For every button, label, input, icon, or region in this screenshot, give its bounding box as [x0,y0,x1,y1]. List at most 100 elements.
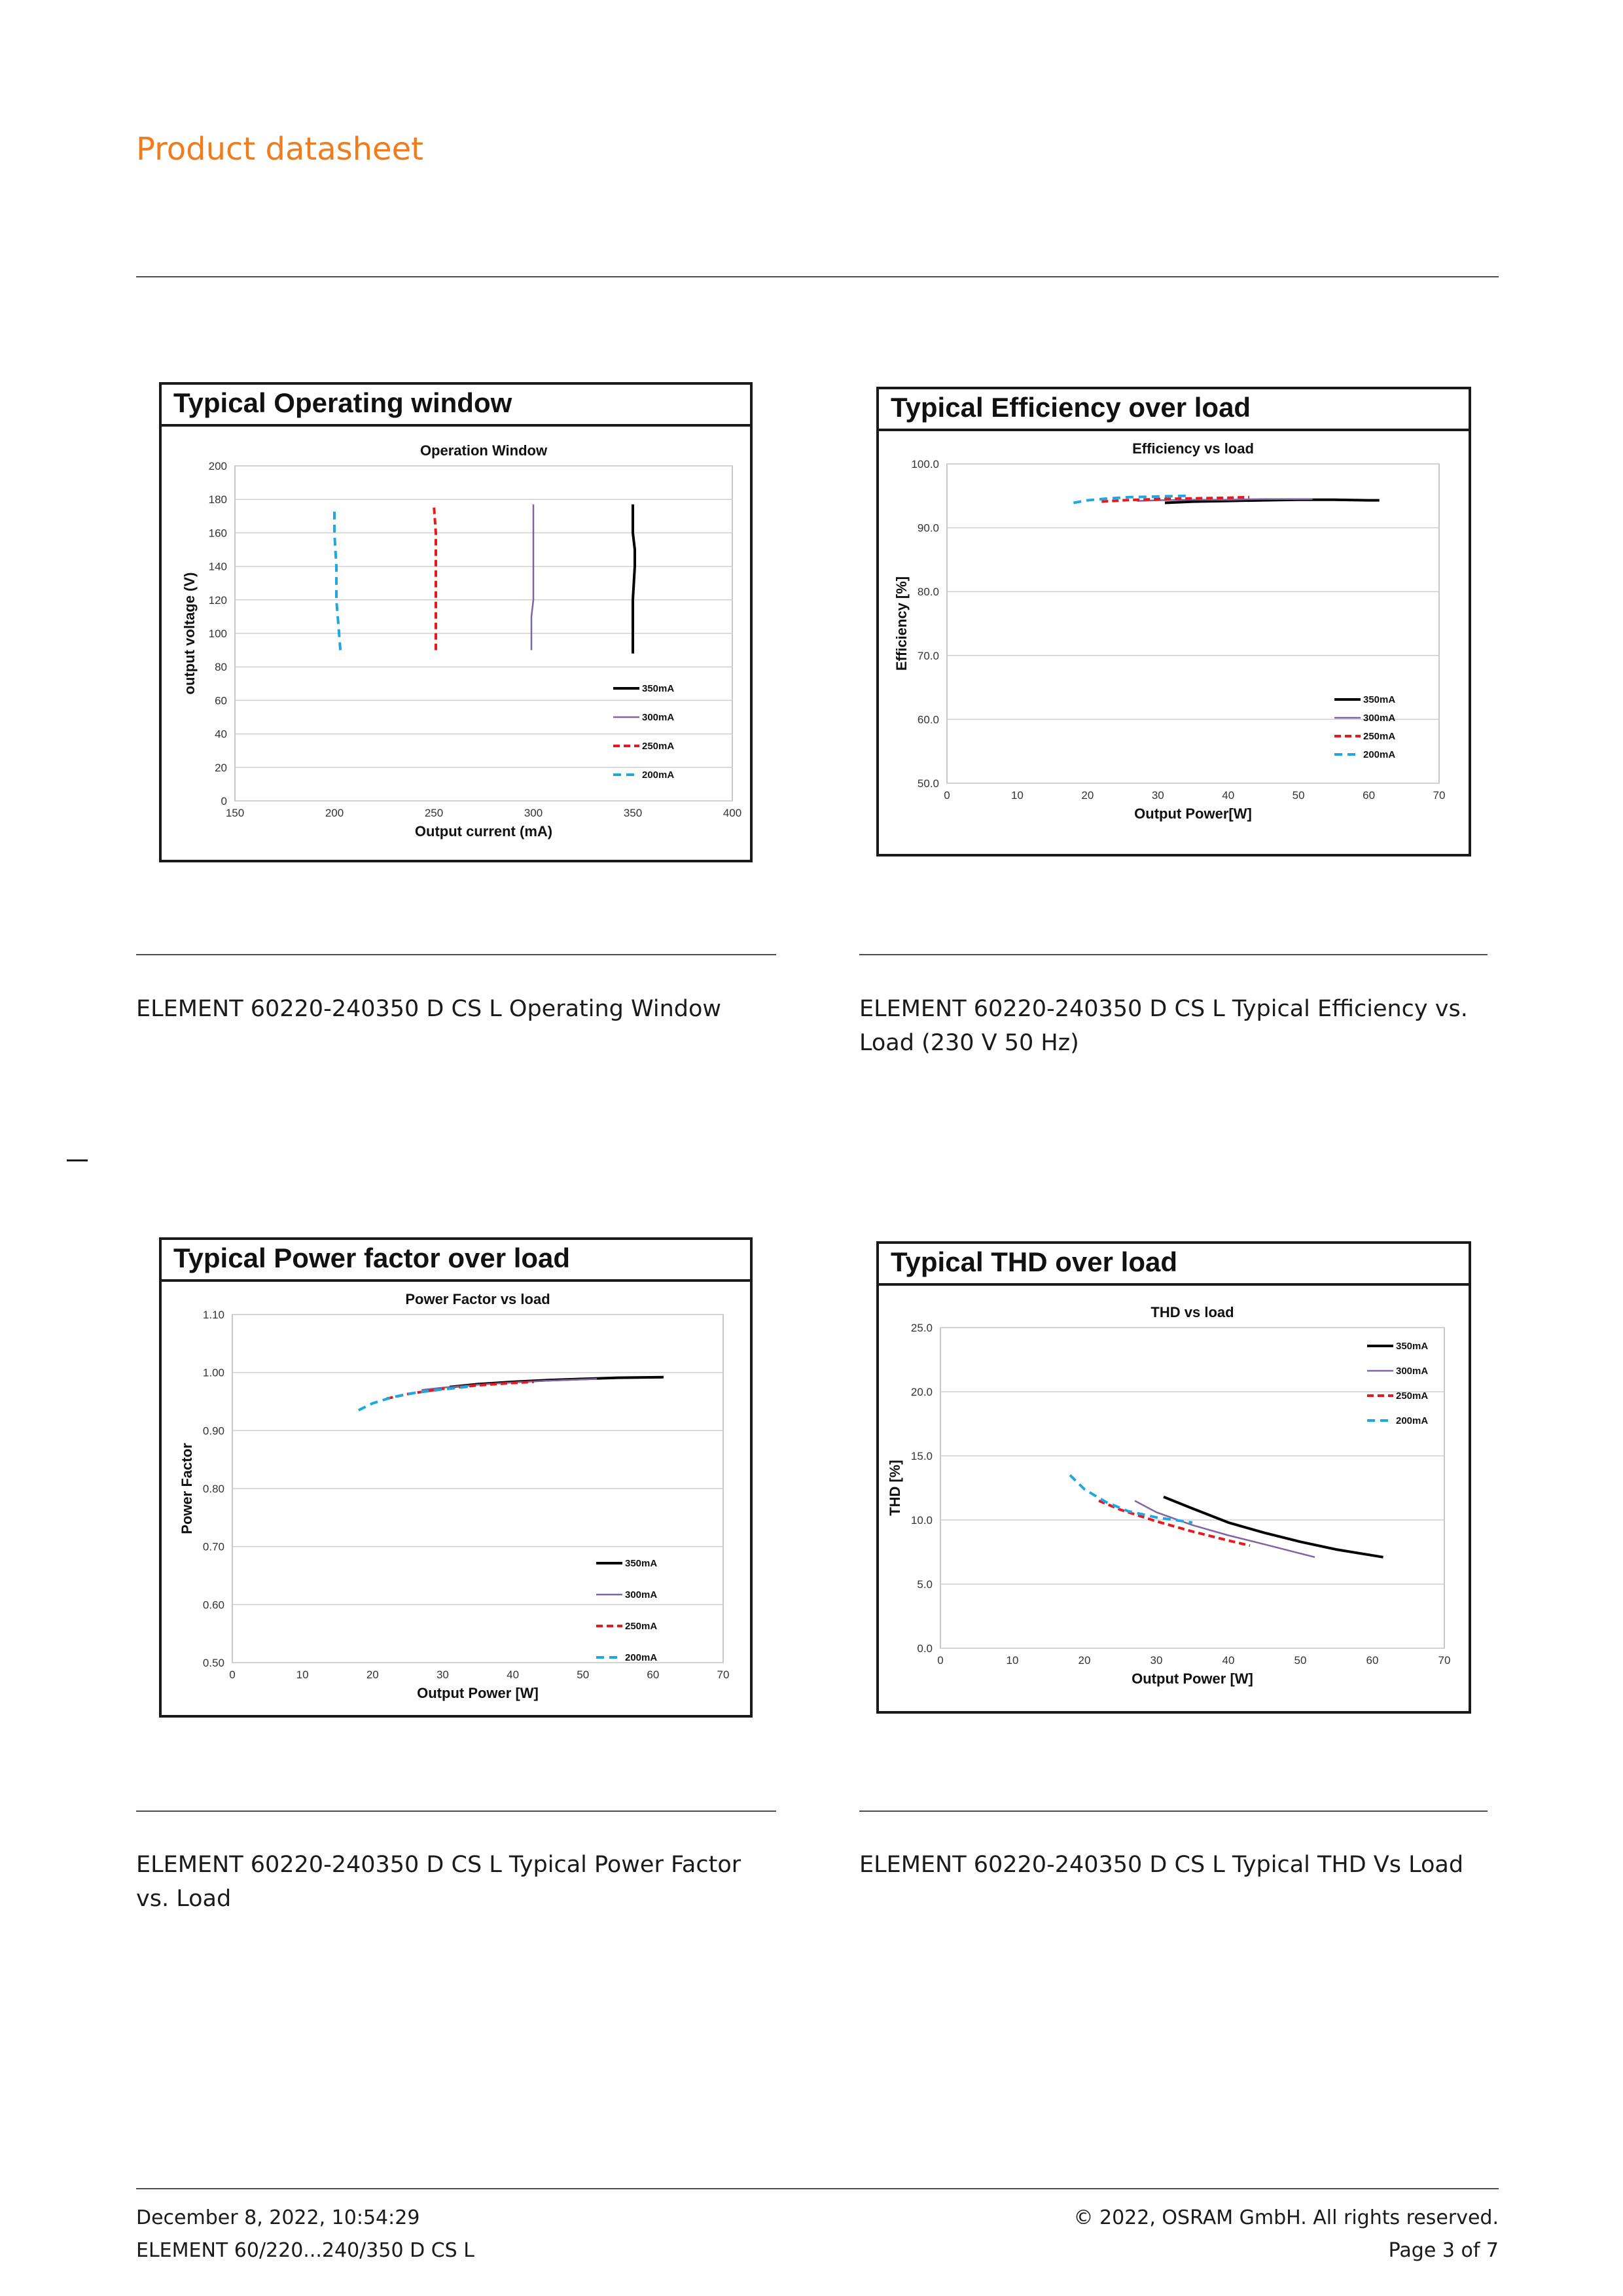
x-tick-label: 10 [1007,1654,1019,1667]
legend-label: 250mA [642,741,674,752]
legend-label: 350mA [1363,694,1395,705]
page-title: Product datasheet [136,131,423,168]
x-tick-label: 70 [717,1669,730,1681]
y-tick-label: 80 [215,661,227,673]
x-axis-label: Output Power [W] [417,1685,539,1701]
plot-area [946,463,1440,784]
x-tick-label: 70 [1433,789,1446,802]
x-tick-label: 20 [1079,1654,1091,1667]
legend-label: 200mA [625,1652,657,1663]
margin-dash [67,1159,88,1161]
series-line-200mA [1069,1474,1193,1524]
x-tick-label: 70 [1438,1654,1451,1667]
y-tick-label: 90.0 [918,522,939,535]
legend-label: 350mA [625,1558,657,1569]
series-line-350mA [1164,498,1380,504]
divider-power-factor [136,1810,776,1812]
power-factor-panel-header: Typical Power factor over load [162,1240,750,1282]
x-tick-label: 50 [1293,789,1305,802]
divider-efficiency [859,954,1488,955]
y-tick-label: 180 [209,493,227,506]
divider-operating [136,954,776,955]
footer-product: ELEMENT 60/220...240/350 D CS L [136,2239,474,2262]
caption-efficiency: ELEMENT 60220-240350 D CS L Typical Effi… [859,996,1468,1056]
y-tick-label: 0 [221,795,227,807]
power-factor-panel: Typical Power factor over load Power Fac… [159,1237,753,1718]
y-axis-label: output voltage (V) [181,573,198,695]
operating-window-panel: Typical Operating window Operation Windo… [159,382,753,862]
thd-panel-title: Typical THD over load [891,1246,1177,1277]
y-tick-label: 0.50 [203,1657,224,1669]
x-tick-label: 10 [1011,789,1024,802]
y-tick-label: 140 [209,561,227,573]
caption-power-factor: ELEMENT 60220-240350 D CS L Typical Powe… [136,1852,741,1912]
legend-label: 250mA [1396,1390,1428,1402]
series-line-300mA [1134,1500,1315,1559]
header-divider [136,276,1499,277]
x-tick-label: 40 [1222,1654,1235,1667]
x-tick-label: 0 [944,789,950,802]
legend-label: 350mA [1396,1341,1428,1352]
x-tick-label: 40 [507,1669,519,1681]
x-tick-label: 0 [937,1654,943,1667]
chart-title: THD vs load [1150,1304,1234,1320]
y-tick-label: 5.0 [917,1578,933,1591]
x-tick-label: 150 [226,807,244,819]
footer-copyright: © 2022, OSRAM GmbH. All rights reserved. [1073,2206,1499,2229]
series-line-250mA [1098,1499,1251,1547]
y-tick-label: 25.0 [911,1322,933,1334]
legend-label: 250mA [1363,731,1395,742]
x-tick-label: 50 [577,1669,589,1681]
y-axis-label: THD [%] [887,1460,903,1516]
series-line-350mA [632,504,636,654]
efficiency-panel-header: Typical Efficiency over load [879,389,1469,431]
y-axis-label: Power Factor [179,1443,195,1534]
y-tick-label: 0.60 [203,1598,224,1611]
y-tick-label: 100.0 [911,458,939,470]
x-axis-label: Output Power[W] [1134,805,1252,822]
caption-operating-window: ELEMENT 60220-240350 D CS L Operating Wi… [136,996,722,1022]
power-factor-chart: Power Factor vs load 0.50 0.60 0.70 0.80 0.90… [179,1291,730,1701]
x-tick-label: 300 [524,807,543,819]
plot-area [940,1327,1445,1649]
series-line-250mA [1101,495,1249,503]
y-tick-label: 80.0 [918,586,939,598]
series-line-200mA [358,1385,471,1412]
y-tick-label: 0.70 [203,1541,224,1553]
x-tick-label: 60 [1366,1654,1379,1667]
thd-panel-header: Typical THD over load [879,1244,1469,1286]
y-tick-label: 70.0 [918,650,939,662]
thd-chart: THD vs load 0.0 5.0 10.0 15.0 20.0 25.0 0 10 20 30… [887,1304,1451,1687]
legend-label: 200mA [1396,1415,1428,1426]
y-tick-label: 20 [215,762,227,774]
y-tick-label: 15.0 [911,1450,933,1462]
x-tick-label: 30 [1150,1654,1163,1667]
x-tick-label: 400 [723,807,741,819]
series-line-350mA [1163,1495,1383,1559]
x-axis-label: Output Power [W] [1132,1670,1253,1687]
chart-title: Efficiency vs load [1132,440,1254,457]
x-axis-label: Output current (mA) [415,823,552,839]
y-tick-label: 100 [209,627,227,640]
y-tick-label: 200 [209,460,227,472]
y-axis-label: Efficiency [%] [893,576,910,671]
thd-panel: Typical THD over load THD vs load 0.0 5.0 1… [876,1241,1471,1714]
power-factor-panel-title: Typical Power factor over load [173,1243,571,1273]
legend-label: 300mA [1396,1366,1428,1377]
x-tick-label: 30 [437,1669,449,1681]
series-line-200mA [1073,494,1186,504]
y-tick-label: 60.0 [918,713,939,726]
x-tick-label: 60 [647,1669,659,1681]
x-tick-label: 60 [1363,789,1375,802]
series-line-200mA [333,508,342,650]
x-tick-label: 20 [1081,789,1094,802]
x-tick-label: 250 [425,807,443,819]
legend-label: 200mA [1363,749,1395,760]
x-tick-label: 30 [1152,789,1164,802]
y-tick-label: 1.10 [203,1309,224,1321]
chart-title: Operation Window [420,442,548,459]
x-tick-label: 40 [1222,789,1234,802]
y-tick-label: 0.90 [203,1424,224,1437]
y-tick-label: 50.0 [918,777,939,790]
legend-label: 300mA [625,1589,657,1600]
